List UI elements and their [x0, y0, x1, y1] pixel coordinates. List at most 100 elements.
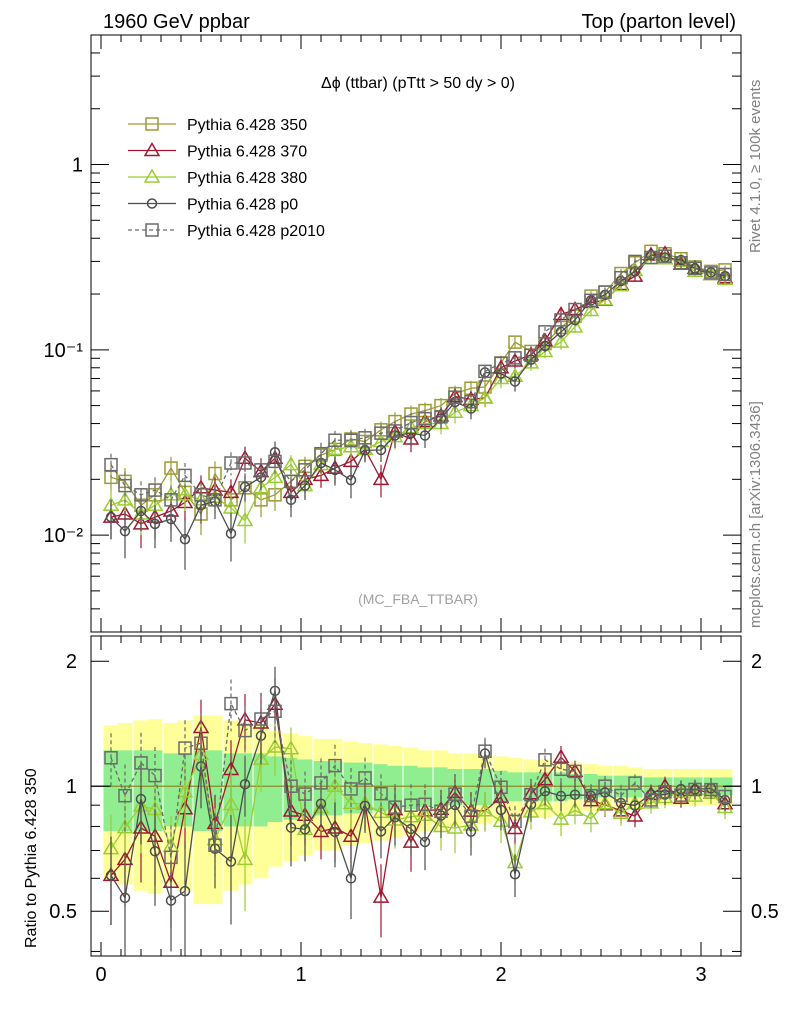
data-point [194, 488, 208, 502]
data-point [506, 352, 524, 367]
data-point [252, 479, 270, 494]
ratio-data-point [584, 788, 598, 803]
data-point [584, 293, 598, 308]
ratio-data-point [342, 794, 360, 810]
ratio-data-point [615, 797, 627, 809]
data-point [688, 261, 702, 276]
rivet-version-label: Rivet 4.1.0, ≥ 100k events [747, 80, 764, 253]
mcplots-label: mcplots.cern.ch [arXiv:1306.3436] [747, 401, 764, 628]
legend-label: Pythia 6.428 350 [187, 117, 307, 134]
ratio-data-point [176, 783, 194, 798]
legend-marker [146, 198, 158, 209]
ratio-data-point [596, 795, 614, 810]
x-tick-label: 3 [695, 964, 706, 986]
ratio-data-point [568, 764, 582, 779]
ratio-data-point [328, 758, 342, 773]
ratio-inner-band-bin [103, 750, 119, 832]
ratio-data-point [552, 810, 570, 825]
ratio-data-point [329, 826, 341, 838]
data-point [164, 461, 178, 475]
ratio-data-point [404, 798, 418, 812]
ratio-data-point [388, 800, 402, 814]
ratio-data-point [236, 850, 254, 866]
data-point [555, 326, 567, 338]
ratio-data-point [268, 704, 282, 719]
ratio-data-point [375, 826, 387, 837]
data-point [465, 403, 477, 414]
ratio-data-point [716, 798, 734, 814]
data-point [284, 474, 298, 489]
ratio-data-point [644, 793, 658, 807]
ratio-data-point [418, 797, 432, 812]
ratio-data-point [688, 782, 702, 797]
main-panel-data [102, 244, 734, 570]
data-point [628, 254, 642, 269]
ratio-data-point [626, 807, 644, 822]
legend-marker [145, 117, 159, 131]
ratio-panel-frame [90, 635, 742, 957]
data-point [149, 518, 161, 530]
data-point [236, 511, 254, 527]
data-point [464, 394, 478, 409]
series-line [110, 250, 726, 516]
ratio-data-point [405, 823, 417, 835]
ratio-data-point [508, 814, 522, 829]
data-point [105, 511, 117, 523]
data-point [118, 478, 132, 493]
data-point [285, 494, 297, 506]
ratio-data-point [476, 802, 494, 817]
data-point [418, 411, 432, 426]
ratio-data-point [178, 741, 192, 755]
data-point [566, 318, 584, 333]
data-point [388, 424, 402, 438]
ratio-data-point [194, 736, 208, 750]
data-point [525, 354, 537, 365]
series-line [110, 254, 726, 541]
data-point [176, 486, 194, 501]
data-point [552, 333, 570, 348]
data-point [314, 446, 328, 461]
data-point [446, 403, 464, 419]
ratio-data-point [224, 696, 238, 711]
data-point [254, 463, 268, 477]
ratio-data-point [326, 777, 344, 792]
ratio-data-point [566, 801, 584, 817]
legend-label: Pythia 6.428 p0 [187, 197, 298, 214]
data-point [404, 415, 418, 430]
ratio-data-point [282, 740, 300, 755]
ratio-panel-data [102, 666, 734, 956]
series-line [110, 255, 726, 501]
data-point [598, 285, 612, 299]
ratio-data-point [134, 756, 148, 770]
data-point [164, 493, 178, 507]
ratio-data-point [582, 810, 600, 825]
ratio-data-point [536, 795, 554, 810]
data-point [644, 250, 658, 265]
ratio-data-point [208, 838, 222, 852]
ratio-data-point [164, 850, 178, 865]
data-point [372, 470, 390, 486]
analysis-label: (MC_FBA_TTBAR) [358, 591, 478, 607]
ratio-data-point [629, 800, 641, 811]
data-point [658, 249, 672, 263]
y-tick-label: 1 [72, 155, 83, 177]
legend-label: Pythia 6.428 p2010 [187, 223, 325, 240]
ratio-data-point [298, 787, 312, 801]
ratio-y-tick-label-right: 2 [751, 651, 762, 673]
series-pythia-6-428-p0 [105, 249, 731, 570]
y-tick-label: 10⁻¹ [44, 340, 84, 362]
ratio-data-point [538, 753, 552, 767]
series-pythia-6-428-380 [102, 250, 734, 544]
data-point [508, 335, 522, 349]
ratio-inner-band-bin [117, 750, 133, 832]
ratio-data-point [539, 786, 551, 797]
ratio-data-point [105, 870, 117, 881]
ratio-data-point [359, 800, 371, 812]
data-point [419, 430, 431, 441]
ratio-data-point [569, 789, 581, 800]
ratio-data-point [284, 779, 298, 793]
data-point [508, 351, 522, 365]
x-tick-label: 2 [495, 964, 506, 986]
ratio-data-point [704, 782, 718, 797]
ratio-band [91, 715, 741, 905]
